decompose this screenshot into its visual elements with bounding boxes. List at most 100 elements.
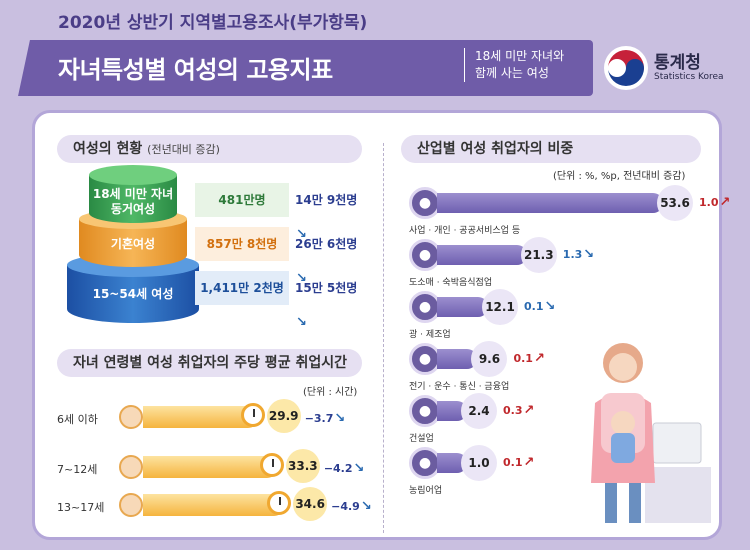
cylinder-label-children: 18세 미만 자녀 동거여성 [89,187,177,217]
down-arrow-icon: ↘ [334,411,346,426]
industry-name: 사업 · 개인 · 공공서비스업 등 [409,226,521,236]
industry-share: 9.6 [471,341,508,377]
industry-bar [437,453,467,473]
statistics-korea-logo: 통계청 Statistics Korea [602,44,742,94]
hours-unit: (단위 : 시간) [303,387,358,398]
status-change-value: 14만 9천명 [295,193,358,207]
child-face-icon [119,493,143,517]
up-arrow-icon: ↗ [523,403,535,418]
hours-change: −4.9↘ [331,499,372,514]
title-banner: 자녀특성별 여성의 고용지표 18세 미만 자녀와 함께 사는 여성 [38,40,593,96]
cylinder-label-married: 기혼여성 [110,237,156,251]
hours-change-value: −4.9 [331,500,360,513]
hours-label: 7~12세 [57,463,98,476]
logo-name: 통계청 [654,53,701,73]
child-face-icon [119,405,143,429]
industry-change: 0.3↗ [503,403,534,418]
industry-change: 0.1↗ [513,351,544,366]
status-row-children: 481만명 14만 9천명 ↘ [195,183,367,242]
section-divider [383,143,384,533]
status-change-value: 15만 5천명 [295,281,358,295]
industry-name: 도소매 · 숙박음식점업 [409,278,493,288]
status-change: 14만 9천명 ↘ [295,183,367,242]
industry-bar [437,193,663,213]
status-count: 857만 8천명 [195,227,289,261]
industry-change-value: 0.1 [524,300,544,313]
hours-change: −4.2↘ [324,461,365,476]
title-note-line1: 18세 미만 자녀와 [475,49,565,63]
status-count: 1,411만 2천명 [195,271,289,305]
logo-english: Statistics Korea [654,72,724,82]
industry-change-value: 1.0 [699,196,719,209]
industry-name: 전기 · 운수 · 통신 · 금융업 [409,382,510,392]
hours-change-value: −3.7 [304,412,334,425]
child-face-icon [119,455,143,479]
industry-bar [437,297,489,317]
content-panel: 여성의 현황 (전년대비 증감) 15~54세 여성 기혼여성 18세 미만 자… [32,110,730,540]
down-arrow-icon: ↘ [583,247,595,262]
industry-change-value: 0.1 [513,352,533,365]
industry-share: 1.0 [461,445,497,481]
page-title: 자녀특성별 여성의 고용지표 [58,56,333,84]
industry-change-value: 1.3 [562,248,583,261]
status-change-value: 26만 6천명 [295,237,358,251]
industry-unit: (단위 : %, %p, 전년대비 증감) [553,171,686,182]
down-arrow-icon: ↘ [296,315,307,330]
down-arrow-icon: ↘ [544,299,556,314]
hours-change: −3.7↘ [305,411,346,426]
industry-change: 0.1↗ [503,455,534,470]
industry-name: 농림어업 [409,486,443,496]
down-arrow-icon: ↘ [296,227,307,242]
industry-change: 0.1↘ [524,299,555,314]
status-count: 481만명 [195,183,289,217]
industry-share: 21.3 [520,237,557,273]
status-title: 여성의 현황 [73,141,143,157]
alarm-clock-icon [259,453,284,477]
industry-share: 53.6 [657,185,693,221]
status-row-15-54: 1,411만 2천명 15만 5천명↘ [195,271,367,330]
plate-icon: ● [409,239,441,271]
cylinder-label-children-line2: 동거여성 [110,202,156,216]
hours-bar [143,456,278,478]
status-row-married: 857만 8천명 26만 6천명↘ [195,227,367,286]
status-change: 26만 6천명↘ [295,227,367,286]
down-arrow-icon: ↘ [296,271,307,286]
gear-icon: ● [409,291,441,323]
industry-name: 건설업 [409,434,434,444]
cylinder-label-children-line1: 18세 미만 자녀 [92,187,174,201]
up-arrow-icon: ↗ [523,455,535,470]
industry-share: 2.4 [461,393,497,429]
industry-change: 1.3↘ [563,247,594,262]
industry-bar [437,349,478,369]
industry-bar [437,245,527,265]
report-subtitle: 2020년 상반기 지역별고용조사(부가항목) [58,13,368,33]
industry-share: 12.1 [482,289,519,325]
down-arrow-icon: ↘ [360,499,372,514]
industry-change-value: 0.3 [503,404,523,417]
hours-section-title: 자녀 연령별 여성 취업자의 주당 평균 취업시간 [57,349,362,377]
cylinder-label-15-54: 15~54세 여성 [92,287,174,301]
taegeuk-icon [604,46,648,90]
hours-value: 29.9 [266,399,301,433]
industry-bar [437,401,467,421]
industry-change: 1.0↗ [699,195,730,210]
phone-icon: ● [409,343,441,375]
up-arrow-icon: ↗ [719,195,731,210]
industry-name: 광 · 제조업 [409,330,451,340]
hours-bar [143,494,286,516]
hours-label: 6세 이하 [57,413,98,426]
industry-change-value: 0.1 [503,456,523,469]
title-note: 18세 미만 자녀와 함께 사는 여성 [464,48,584,82]
hours-value: 33.3 [285,449,320,483]
alarm-clock-icon [240,403,265,427]
title-note-line2: 함께 사는 여성 [475,66,549,80]
hours-bar [143,406,259,428]
hours-label: 13~17세 [57,501,105,514]
status-title-note: (전년대비 증감) [147,143,220,156]
up-arrow-icon: ↗ [533,351,545,366]
mother-child-illustration [575,333,715,533]
status-section-title: 여성의 현황 (전년대비 증감) [57,135,362,163]
hours-change-value: −4.2 [323,462,353,475]
industry-section-title: 산업별 여성 취업자의 비중 [401,135,701,163]
status-change: 15만 5천명↘ [295,271,367,330]
